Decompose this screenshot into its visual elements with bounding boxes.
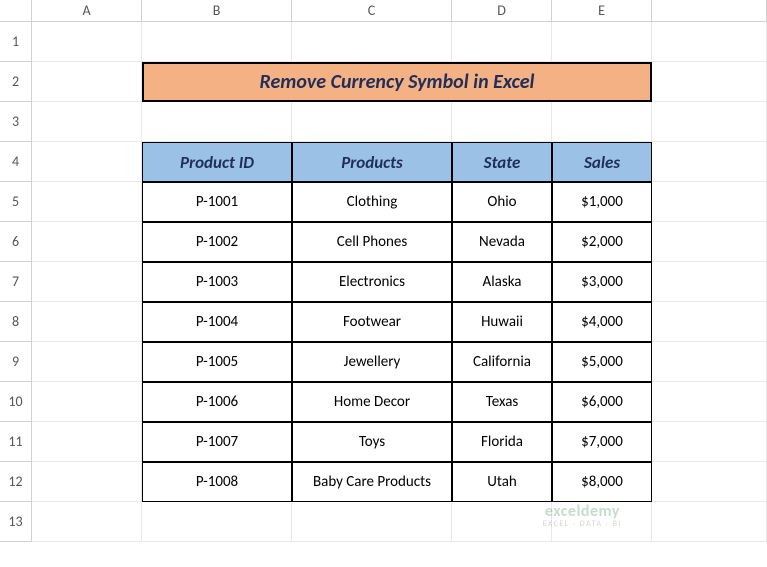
table-header-productid[interactable]: Product ID — [142, 142, 292, 182]
table-cell-state[interactable]: Nevada — [452, 222, 552, 262]
table-cell-sales[interactable]: $7,000 — [552, 422, 652, 462]
col-header-d[interactable]: D — [452, 0, 552, 22]
cell[interactable] — [652, 262, 767, 302]
table-cell-sales[interactable]: $1,000 — [552, 182, 652, 222]
row-header-3[interactable]: 3 — [0, 102, 32, 142]
cell[interactable] — [452, 502, 552, 542]
col-header-a[interactable]: A — [32, 0, 142, 22]
cell[interactable] — [552, 102, 652, 142]
row-header-12[interactable]: 12 — [0, 462, 32, 502]
cell[interactable] — [452, 102, 552, 142]
title-cell[interactable]: Remove Currency Symbol in Excel — [142, 62, 652, 102]
table-cell-id[interactable]: P-1008 — [142, 462, 292, 502]
table-cell-id[interactable]: P-1005 — [142, 342, 292, 382]
table-cell-sales[interactable]: $2,000 — [552, 222, 652, 262]
cell[interactable] — [32, 182, 142, 222]
cell[interactable] — [32, 102, 142, 142]
table-cell-sales[interactable]: $3,000 — [552, 262, 652, 302]
cell[interactable] — [652, 342, 767, 382]
cell[interactable] — [32, 22, 142, 62]
cell[interactable] — [452, 22, 552, 62]
table-cell-product[interactable]: Cell Phones — [292, 222, 452, 262]
table-header-sales[interactable]: Sales — [552, 142, 652, 182]
cell[interactable] — [142, 22, 292, 62]
cell[interactable] — [32, 382, 142, 422]
table-cell-product[interactable]: Footwear — [292, 302, 452, 342]
cell[interactable] — [32, 502, 142, 542]
table-cell-id[interactable]: P-1006 — [142, 382, 292, 422]
row-header-6[interactable]: 6 — [0, 222, 32, 262]
table-cell-sales[interactable]: $6,000 — [552, 382, 652, 422]
select-all-corner[interactable] — [0, 0, 32, 22]
cell[interactable] — [652, 382, 767, 422]
table-cell-product[interactable]: Jewellery — [292, 342, 452, 382]
cell[interactable] — [552, 22, 652, 62]
cell[interactable] — [32, 302, 142, 342]
cell[interactable] — [652, 222, 767, 262]
table-cell-id[interactable]: P-1004 — [142, 302, 292, 342]
table-header-products[interactable]: Products — [292, 142, 452, 182]
table-cell-product[interactable]: Toys — [292, 422, 452, 462]
cell[interactable] — [652, 502, 767, 542]
cell[interactable] — [292, 22, 452, 62]
table-cell-id[interactable]: P-1007 — [142, 422, 292, 462]
table-cell-product[interactable]: Baby Care Products — [292, 462, 452, 502]
cell[interactable] — [652, 142, 767, 182]
table-cell-state[interactable]: California — [452, 342, 552, 382]
cell[interactable] — [652, 422, 767, 462]
cell[interactable] — [652, 62, 767, 102]
table-cell-product[interactable]: Home Decor — [292, 382, 452, 422]
table-cell-state[interactable]: Ohio — [452, 182, 552, 222]
cell[interactable] — [652, 182, 767, 222]
cell[interactable] — [32, 142, 142, 182]
table-cell-product[interactable]: Clothing — [292, 182, 452, 222]
spreadsheet-grid: A B C D E 1 2 3 4 5 6 7 8 9 10 11 12 13 … — [0, 0, 767, 542]
table-cell-state[interactable]: Utah — [452, 462, 552, 502]
row-header-7[interactable]: 7 — [0, 262, 32, 302]
row-header-10[interactable]: 10 — [0, 382, 32, 422]
table-cell-sales[interactable]: $5,000 — [552, 342, 652, 382]
row-header-9[interactable]: 9 — [0, 342, 32, 382]
cell[interactable] — [652, 462, 767, 502]
col-header-c[interactable]: C — [292, 0, 452, 22]
col-header-e[interactable]: E — [552, 0, 652, 22]
table-cell-sales[interactable]: $4,000 — [552, 302, 652, 342]
cell[interactable] — [142, 102, 292, 142]
cell[interactable] — [32, 62, 142, 102]
table-cell-id[interactable]: P-1001 — [142, 182, 292, 222]
table-cell-id[interactable]: P-1003 — [142, 262, 292, 302]
cell[interactable] — [552, 502, 652, 542]
col-header-blank[interactable] — [652, 0, 767, 22]
cell[interactable] — [652, 22, 767, 62]
row-header-11[interactable]: 11 — [0, 422, 32, 462]
table-cell-sales[interactable]: $8,000 — [552, 462, 652, 502]
cell[interactable] — [32, 262, 142, 302]
cell[interactable] — [142, 502, 292, 542]
row-header-5[interactable]: 5 — [0, 182, 32, 222]
row-header-1[interactable]: 1 — [0, 22, 32, 62]
col-header-b[interactable]: B — [142, 0, 292, 22]
table-cell-product[interactable]: Electronics — [292, 262, 452, 302]
cell[interactable] — [32, 342, 142, 382]
cell[interactable] — [32, 422, 142, 462]
table-cell-state[interactable]: Texas — [452, 382, 552, 422]
table-header-state[interactable]: State — [452, 142, 552, 182]
cell[interactable] — [32, 462, 142, 502]
cell[interactable] — [652, 102, 767, 142]
cell[interactable] — [652, 302, 767, 342]
table-cell-state[interactable]: Huwaii — [452, 302, 552, 342]
table-cell-state[interactable]: Alaska — [452, 262, 552, 302]
cell[interactable] — [292, 102, 452, 142]
row-header-4[interactable]: 4 — [0, 142, 32, 182]
row-header-2[interactable]: 2 — [0, 62, 32, 102]
cell[interactable] — [32, 222, 142, 262]
cell[interactable] — [292, 502, 452, 542]
row-header-8[interactable]: 8 — [0, 302, 32, 342]
row-header-13[interactable]: 13 — [0, 502, 32, 542]
table-cell-state[interactable]: Florida — [452, 422, 552, 462]
table-cell-id[interactable]: P-1002 — [142, 222, 292, 262]
